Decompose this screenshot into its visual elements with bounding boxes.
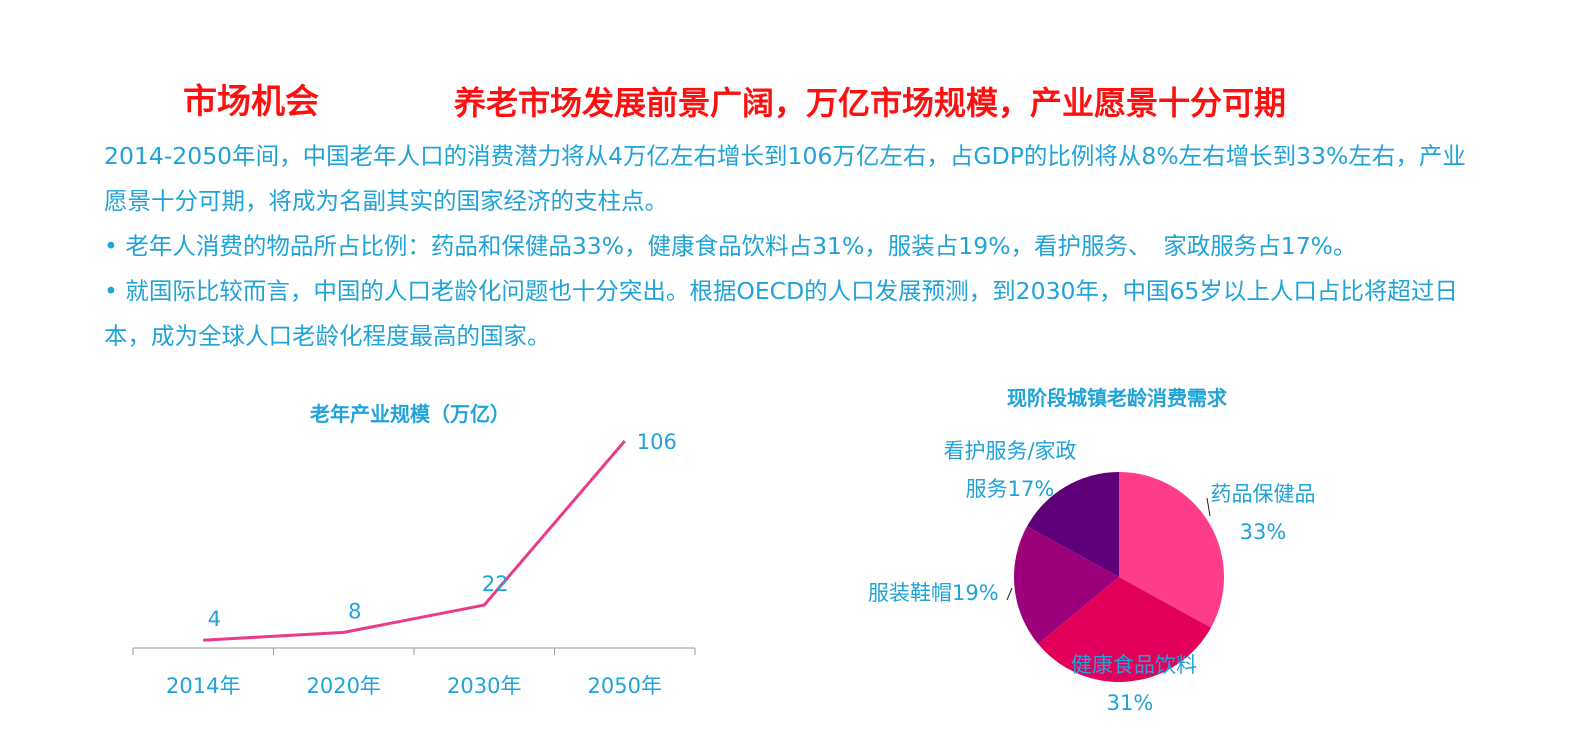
pie-chart-title: 现阶段城镇老龄消费需求	[1007, 386, 1227, 410]
slice-label: 健康食品饮料	[1071, 653, 1197, 677]
pie-slice	[1038, 577, 1212, 682]
slice-label: 服装鞋帽19%	[868, 581, 999, 605]
slice-percent-label: 服务17%	[966, 477, 1055, 501]
section-title: 市场机会	[183, 82, 319, 122]
pie-slice	[1014, 526, 1119, 644]
headline: 养老市场发展前景广阔，万亿市场规模，产业愿景十分可期	[454, 84, 1287, 122]
line-chart-title: 老年产业规模（万亿）	[310, 402, 510, 426]
data-label: 22	[482, 572, 509, 596]
bullet-consumption-share: • 老年人消费的物品所占比例：药品和保健品33%，健康食品饮料占31%，服装占1…	[104, 232, 1357, 260]
slice-label: 药品保健品	[1211, 482, 1316, 506]
leader-line	[1206, 497, 1211, 517]
pie-slice	[1119, 472, 1224, 628]
data-label: 106	[637, 430, 677, 454]
slice-percent-label: 33%	[1240, 520, 1287, 544]
data-label: 4	[208, 607, 221, 631]
body-text: 2014-2050年间，中国老年人口的消费潜力将从4万亿左右增长到106万亿左右…	[104, 134, 1484, 359]
x-tick-label: 2020年	[307, 674, 381, 698]
leader-line	[1006, 587, 1013, 601]
x-tick-label: 2014年	[166, 674, 240, 698]
slice-percent-label: 31%	[1107, 691, 1154, 715]
slice-label: 看护服务/家政	[943, 439, 1076, 463]
data-label: 8	[348, 599, 361, 623]
bullet-oecd-comparison: • 就国际比较而言，中国的人口老龄化问题也十分突出。根据OECD的人口发展预测，…	[104, 277, 1458, 350]
x-tick-label: 2030年	[447, 674, 521, 698]
line-chart: 2014年 2020年 2030年 2050年 4 8 22 106	[132, 430, 696, 698]
x-tick-label: 2050年	[588, 674, 662, 698]
pie-slice	[1026, 472, 1119, 577]
line-series	[203, 440, 626, 642]
intro-paragraph: 2014-2050年间，中国老年人口的消费潜力将从4万亿左右增长到106万亿左右…	[104, 142, 1466, 215]
